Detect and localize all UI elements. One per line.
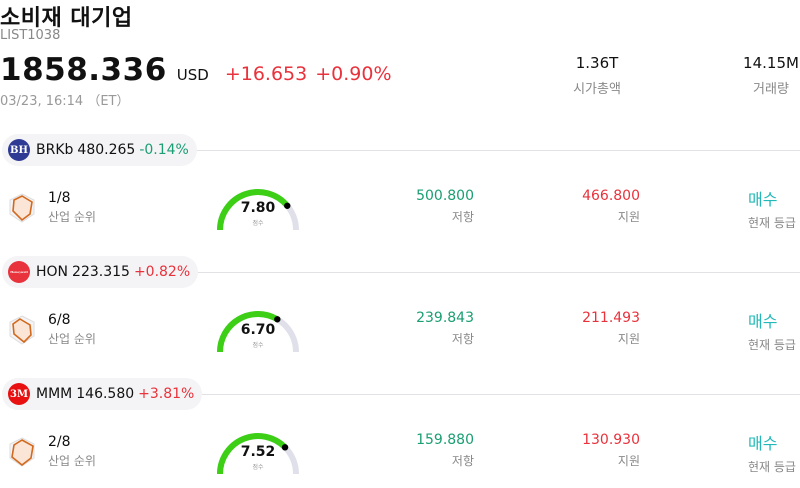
support-block: 211.493 지원	[566, 310, 640, 347]
rating-label: 현재 등급	[748, 460, 796, 474]
company-logo-icon: Honeywell	[8, 261, 30, 283]
stock-change-percent: +0.82%	[133, 264, 191, 280]
stock-symbol: MMM	[36, 386, 73, 402]
industry-rank: 6/8	[48, 312, 71, 328]
stock-chip[interactable]: BH BRKb 480.265 -0.14%	[2, 134, 197, 166]
rating-block[interactable]: 매수 현재 등급	[748, 430, 796, 475]
company-logo-text: 3M	[9, 388, 29, 400]
rating-block[interactable]: 매수 현재 등급	[748, 308, 796, 353]
section-divider	[198, 272, 800, 273]
stock-change-percent: -0.14%	[139, 142, 189, 158]
stock-symbol: HON	[36, 264, 69, 280]
company-logo-text: Honeywell	[10, 270, 28, 274]
score-gauge	[217, 189, 299, 231]
market-cap-stat: 1.36T 시가총액	[562, 54, 632, 97]
resistance-block: 239.843 저항	[400, 310, 474, 347]
support-value: 130.930	[582, 432, 640, 448]
stock-chip[interactable]: Honeywell HON 223.315 +0.82%	[2, 256, 199, 288]
section-divider	[197, 150, 800, 151]
support-label: 지원	[617, 210, 640, 224]
page-title: 소비재 대기업	[0, 6, 133, 31]
score-value: 7.52	[240, 444, 276, 460]
stock-price: 146.580	[76, 386, 135, 402]
company-logo-icon: BH	[8, 139, 30, 161]
stock-section: BH BRKb 480.265 -0.14% 1/8 산업 순위 7.80 점수…	[0, 134, 800, 256]
support-label: 지원	[617, 332, 640, 346]
rating-block[interactable]: 매수 현재 등급	[748, 186, 796, 231]
support-value: 211.493	[582, 310, 640, 326]
score-label: 점수	[252, 342, 264, 349]
rating-value[interactable]: 매수	[748, 190, 778, 209]
stock-chip[interactable]: 3M MMM 146.580 +3.81%	[2, 378, 203, 410]
support-block: 466.800 지원	[566, 188, 640, 225]
score-value: 6.70	[240, 322, 276, 338]
currency-label: USD	[176, 66, 209, 84]
company-logo-icon: 3M	[8, 383, 30, 405]
resistance-block: 500.800 저항	[400, 188, 474, 225]
industry-rank-icon	[9, 315, 35, 345]
rating-value[interactable]: 매수	[748, 434, 778, 453]
score-gauge	[217, 311, 299, 353]
resistance-label: 저항	[451, 454, 474, 468]
gauge-fill	[217, 433, 288, 475]
industry-rank-icon	[9, 437, 35, 467]
resistance-label: 저항	[451, 210, 474, 224]
stock-price: 480.265	[77, 142, 136, 158]
volume-label: 거래량	[753, 82, 789, 97]
stock-price: 223.315	[72, 264, 130, 280]
price-row: 1858.336 USD +16.653 +0.90%	[0, 52, 392, 88]
resistance-block: 159.880 저항	[400, 432, 474, 469]
rating-label: 현재 등급	[748, 338, 796, 352]
gauge-marker	[284, 202, 291, 209]
market-cap-label: 시가총액	[573, 82, 621, 97]
timestamp: 03/23, 16:14 （ET）	[0, 94, 130, 109]
stock-symbol: BRKb	[36, 142, 74, 158]
section-divider	[202, 394, 800, 395]
gauge-fill	[217, 311, 279, 353]
industry-rank-label: 산업 순위	[48, 454, 96, 468]
resistance-value: 159.880	[416, 432, 474, 448]
current-price: 1858.336	[0, 52, 167, 88]
resistance-value: 239.843	[416, 310, 474, 326]
price-change-percent: +0.90%	[315, 63, 392, 85]
gauge-fill	[217, 189, 290, 231]
rating-value[interactable]: 매수	[748, 312, 778, 331]
stock-change-percent: +3.81%	[138, 386, 195, 402]
stock-section: Honeywell HON 223.315 +0.82% 6/8 산업 순위 6…	[0, 256, 800, 378]
stock-section: 3M MMM 146.580 +3.81% 2/8 산업 순위 7.52 점수 …	[0, 378, 800, 488]
support-label: 지원	[617, 454, 640, 468]
gauge-marker	[281, 444, 289, 451]
score-value: 7.80	[240, 200, 276, 216]
price-change: +16.653	[224, 63, 308, 85]
index-code: LIST1038	[0, 28, 61, 43]
resistance-value: 500.800	[416, 188, 474, 204]
industry-rank-label: 산업 순위	[48, 332, 96, 346]
industry-rank-icon	[9, 193, 35, 223]
score-gauge	[217, 433, 299, 475]
rating-label: 현재 등급	[748, 216, 796, 230]
support-block: 130.930 지원	[566, 432, 640, 469]
industry-rank-label: 산업 순위	[48, 210, 96, 224]
gauge-marker	[274, 316, 281, 323]
volume-stat: 14.15M 거래량	[736, 54, 800, 97]
volume-value: 14.15M	[743, 54, 799, 72]
market-cap-value: 1.36T	[575, 54, 619, 72]
score-label: 점수	[252, 464, 264, 471]
company-logo-text: BH	[10, 144, 28, 156]
industry-rank: 2/8	[48, 434, 71, 450]
resistance-label: 저항	[451, 332, 474, 346]
industry-rank: 1/8	[48, 190, 71, 206]
score-label: 점수	[252, 220, 264, 227]
support-value: 466.800	[582, 188, 640, 204]
